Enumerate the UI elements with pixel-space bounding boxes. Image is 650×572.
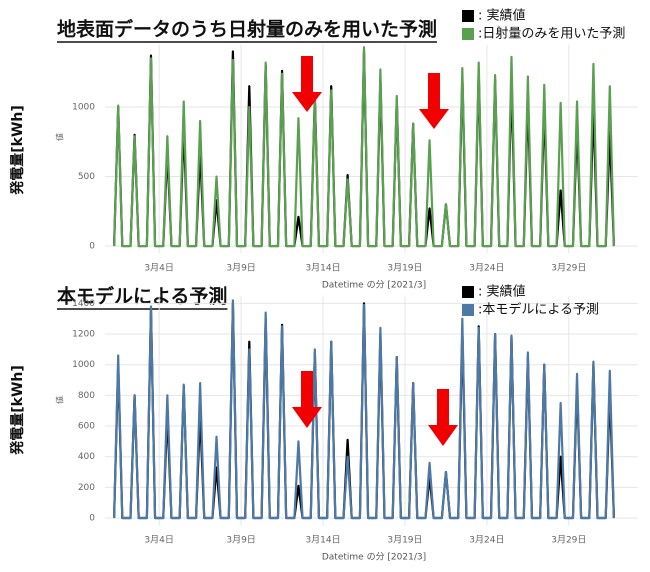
y-axis-label: 発電量[kWh]	[9, 365, 26, 456]
legend-swatch	[462, 304, 474, 316]
y-axis-name: 値	[55, 396, 65, 404]
legend-label: :日射量のみを用いた予測	[478, 26, 625, 42]
y-tick-label: 800	[78, 391, 95, 401]
legend-swatch	[462, 286, 474, 298]
legend-label: : 実績値	[478, 8, 526, 24]
x-tick-label: 3月4日	[144, 263, 173, 274]
x-tick-label: 3月9日	[226, 535, 255, 546]
series-line	[112, 299, 616, 520]
x-tick-label: 3月4日	[144, 535, 173, 546]
red-arrow	[419, 73, 449, 129]
y-tick-label: 1200	[72, 330, 95, 340]
legend-label: : 実績値	[478, 284, 526, 300]
y-tick-label: 1000	[72, 360, 95, 370]
x-tick-label: 3月14日	[305, 535, 340, 546]
y-axis-name: 値	[55, 133, 65, 141]
series-line	[112, 46, 616, 248]
x-tick-label: 3月24日	[469, 535, 504, 546]
arrow-annotations	[292, 56, 458, 446]
x-tick-label: 3月29日	[551, 263, 586, 274]
red-arrow	[292, 371, 322, 428]
legend-swatch	[462, 10, 474, 22]
y-tick-label: 400	[78, 452, 95, 462]
x-tick-label: 3月19日	[387, 535, 422, 546]
red-arrow	[292, 56, 322, 112]
y-tick-label: 1400	[72, 299, 95, 309]
y-tick-label: 200	[78, 483, 95, 493]
x-axis-label: Datetime の分 [2021/3]	[322, 552, 426, 563]
x-tick-label: 3月29日	[551, 535, 586, 546]
legend-label: :本モデルによる予測	[478, 302, 599, 318]
x-tick-label: 3月24日	[469, 263, 504, 274]
y-axis-label: 発電量[kWh]	[9, 105, 26, 196]
chart-title: 本モデルによる予測	[57, 285, 227, 308]
y-tick-label: 500	[78, 172, 95, 182]
x-tick-label: 3月19日	[387, 263, 422, 274]
y-tick-label: 0	[89, 514, 95, 524]
x-tick-label: 3月14日	[305, 263, 340, 274]
x-axis-label: Datetime の分 [2021/3]	[322, 280, 426, 291]
chart-title: 地表面データのうち日射量のみを用いた予測	[57, 18, 437, 41]
red-arrow	[428, 389, 458, 446]
y-tick-label: 1000	[72, 103, 95, 113]
legend-swatch	[462, 28, 474, 40]
x-tick-label: 3月9日	[226, 263, 255, 274]
y-tick-label: 0	[89, 242, 95, 252]
y-tick-label: 600	[78, 422, 95, 432]
